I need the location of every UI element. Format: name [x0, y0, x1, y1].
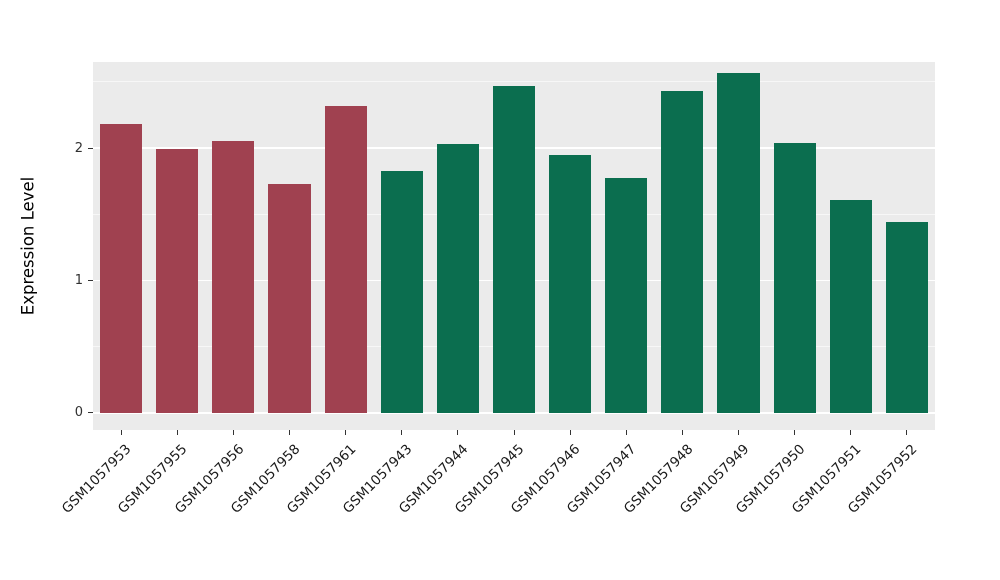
bar-GSM1057948 [661, 91, 704, 413]
x-tick-mark [569, 430, 571, 435]
y-tick-mark [88, 279, 93, 281]
plot-panel [93, 62, 935, 430]
bar-GSM1057961 [324, 105, 367, 413]
bar-GSM1057949 [717, 72, 760, 413]
x-tick-mark [176, 430, 178, 435]
y-tick-label: 0 [74, 405, 83, 421]
x-tick-mark [120, 430, 122, 435]
x-tick-mark [681, 430, 683, 435]
bar-GSM1057946 [549, 154, 592, 413]
bar-GSM1057945 [492, 85, 536, 413]
major-gridline [93, 412, 935, 414]
bar-GSM1057950 [773, 142, 816, 413]
x-tick-mark [457, 430, 459, 435]
bar-GSM1057947 [605, 178, 648, 413]
x-tick-mark [738, 430, 740, 435]
x-tick-mark [345, 430, 347, 435]
y-axis-title: Expression Level [18, 176, 38, 316]
x-tick-mark [401, 430, 403, 435]
x-tick-mark [513, 430, 515, 435]
x-tick-mark [850, 430, 852, 435]
y-tick-mark [88, 147, 93, 149]
x-tick-mark [906, 430, 908, 435]
minor-gridline [93, 81, 935, 83]
bar-GSM1057958 [268, 183, 311, 413]
bar-GSM1057951 [829, 199, 872, 413]
bar-GSM1057952 [885, 222, 928, 413]
x-tick-mark [794, 430, 796, 435]
bar-GSM1057943 [380, 170, 423, 413]
y-tick-label: 2 [74, 140, 83, 156]
x-tick-mark [288, 430, 290, 435]
bar-GSM1057955 [156, 149, 199, 413]
bar-GSM1057944 [436, 144, 479, 413]
x-tick-mark [232, 430, 234, 435]
bar-GSM1057953 [100, 124, 143, 413]
bar-GSM1057956 [212, 141, 255, 413]
x-tick-mark [625, 430, 627, 435]
y-tick-label: 1 [74, 272, 83, 288]
y-tick-mark [88, 412, 93, 414]
